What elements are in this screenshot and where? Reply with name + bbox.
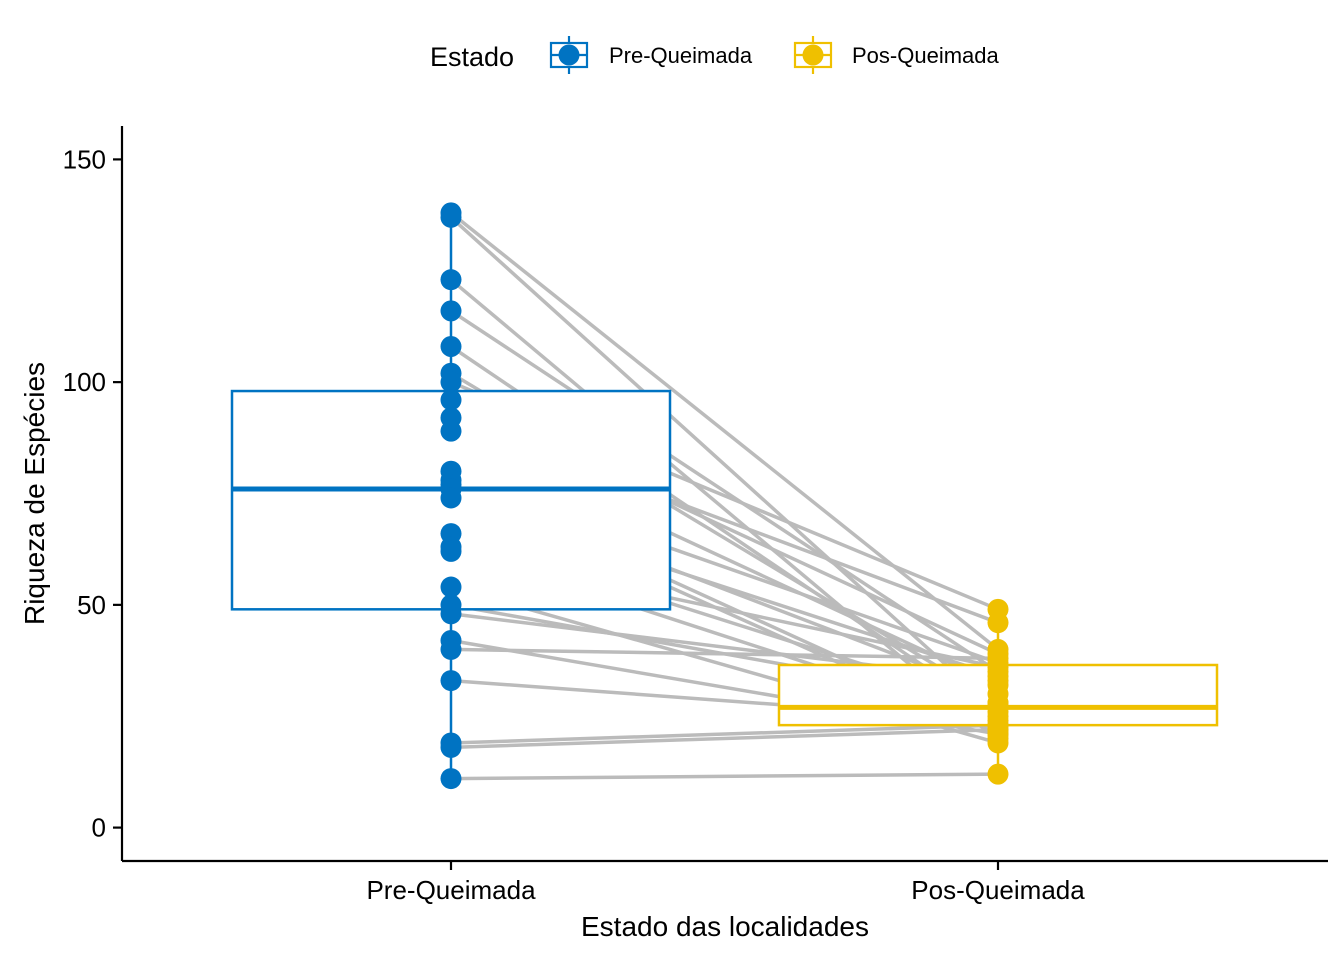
point-pre-5 bbox=[440, 336, 462, 357]
legend-key-pre-queimada bbox=[549, 36, 589, 74]
pair-line-3 bbox=[449, 278, 1000, 740]
point-pre-21 bbox=[440, 603, 462, 625]
pair-line-25 bbox=[450, 723, 999, 745]
point-pre-23 bbox=[440, 638, 462, 660]
point-pos-20 bbox=[987, 692, 1009, 714]
pair-line-27 bbox=[450, 772, 999, 781]
point-pos-23 bbox=[987, 647, 1009, 669]
x-axis-title: Estado das localidades bbox=[581, 911, 869, 942]
point-pre-2 bbox=[440, 206, 462, 228]
y-tick-label-0: 0 bbox=[92, 813, 106, 843]
pair-line-23 bbox=[450, 647, 999, 661]
point-pre-27 bbox=[440, 768, 462, 790]
point-pos-26 bbox=[987, 719, 1009, 741]
y-tick-label-50: 50 bbox=[77, 590, 106, 620]
legend-key-pos-queimada bbox=[793, 36, 833, 74]
point-pre-24 bbox=[440, 670, 462, 692]
pair-line-1 bbox=[449, 211, 1000, 651]
point-pre-10 bbox=[440, 420, 462, 442]
axes: 0 50 100 150 Pre-Queimada Pos-Queimada Estado … bbox=[19, 126, 1328, 942]
legend-label-pre-queimada: Pre-Queimada bbox=[609, 43, 753, 68]
legend-label-pos-queimada: Pos-Queimada bbox=[852, 43, 1000, 68]
y-tick-label-100: 100 bbox=[63, 367, 106, 397]
y-tick-label-150: 150 bbox=[63, 144, 106, 174]
y-axis-title: Riqueza de Espécies bbox=[19, 362, 50, 625]
data-points bbox=[440, 202, 1009, 790]
point-pre-19 bbox=[440, 576, 462, 598]
point-pos-21 bbox=[987, 670, 1009, 692]
legend-key-point bbox=[558, 44, 580, 66]
x-tick-label-pre-queimada: Pre-Queimada bbox=[366, 875, 536, 905]
x-tick-label-pos-queimada: Pos-Queimada bbox=[911, 875, 1085, 905]
point-pre-4 bbox=[440, 300, 462, 322]
point-pre-8 bbox=[440, 389, 462, 411]
point-pre-3 bbox=[440, 269, 462, 291]
point-pos-27 bbox=[987, 763, 1009, 785]
legend-title: Estado bbox=[430, 42, 514, 72]
point-pre-26 bbox=[440, 736, 462, 758]
point-pos-9 bbox=[987, 612, 1009, 634]
legend: Estado Pre-Queimada Pos-Queimada bbox=[430, 36, 1000, 74]
point-pre-7 bbox=[440, 371, 462, 393]
pair-line-26 bbox=[450, 727, 999, 750]
point-pre-18 bbox=[440, 540, 462, 562]
point-pre-15 bbox=[440, 487, 462, 509]
legend-key-point bbox=[802, 44, 824, 66]
